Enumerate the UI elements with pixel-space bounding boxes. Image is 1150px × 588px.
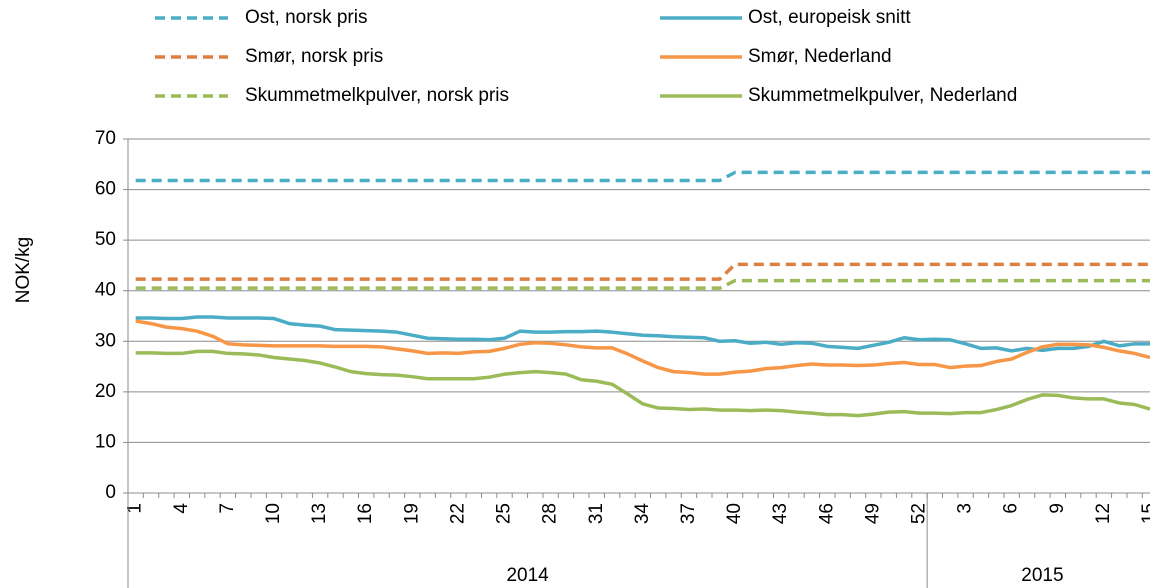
series-line <box>135 278 1150 290</box>
x-tick-label: 4 <box>171 503 192 514</box>
legend-label: Ost, europeisk snitt <box>748 7 911 28</box>
x-tick-label: 19 <box>401 503 422 524</box>
group-label: 2014 <box>506 565 549 586</box>
series-line <box>135 349 1150 418</box>
y-tick-label: 60 <box>95 179 116 200</box>
y-tick-label: 50 <box>95 229 116 250</box>
y-tick-label: 70 <box>95 128 116 149</box>
series-line <box>135 262 1150 281</box>
legend-label: Skummetmelkpulver, norsk pris <box>245 85 509 106</box>
legend-label: Skummetmelkpulver, Nederland <box>748 85 1017 106</box>
legend-label: Smør, Nederland <box>748 46 892 67</box>
x-tick-label: 15 <box>1139 503 1150 524</box>
x-tick-label: 25 <box>494 503 515 524</box>
x-tick-label: 6 <box>1001 503 1022 514</box>
y-tick-label: 0 <box>105 482 116 503</box>
series-line <box>135 319 1150 376</box>
x-tick-label: 34 <box>632 503 653 525</box>
x-tick-label: 12 <box>1093 503 1114 524</box>
x-tick-label: 37 <box>678 503 699 524</box>
group-label: 2015 <box>1021 565 1063 586</box>
x-tick-label: 16 <box>355 503 376 524</box>
x-tick-label: 52 <box>908 503 929 524</box>
series-line <box>135 170 1150 183</box>
y-tick-label: 30 <box>95 330 116 351</box>
y-axis-label: NOK/kg <box>13 237 34 304</box>
x-tick-label: 22 <box>447 503 468 524</box>
x-tick-label: 13 <box>309 503 330 524</box>
legend-label: Ost, norsk pris <box>245 7 367 28</box>
x-tick-label: 1 <box>125 503 146 514</box>
y-tick-label: 40 <box>95 280 116 301</box>
x-tick-label: 40 <box>724 503 745 524</box>
x-tick-label: 31 <box>586 503 607 524</box>
x-tick-label: 9 <box>1047 503 1068 514</box>
x-tick-label: 49 <box>862 503 883 524</box>
x-tick-label: 3 <box>955 503 976 514</box>
x-tick-label: 10 <box>263 503 284 524</box>
x-tick-label: 43 <box>770 503 791 524</box>
legend-label: Smør, norsk pris <box>245 46 383 67</box>
x-tick-label: 28 <box>540 503 561 524</box>
y-tick-label: 20 <box>95 381 116 402</box>
y-tick-label: 10 <box>95 431 116 452</box>
x-tick-label: 7 <box>217 503 238 514</box>
series-line <box>135 315 1150 353</box>
x-tick-label: 46 <box>816 503 837 524</box>
